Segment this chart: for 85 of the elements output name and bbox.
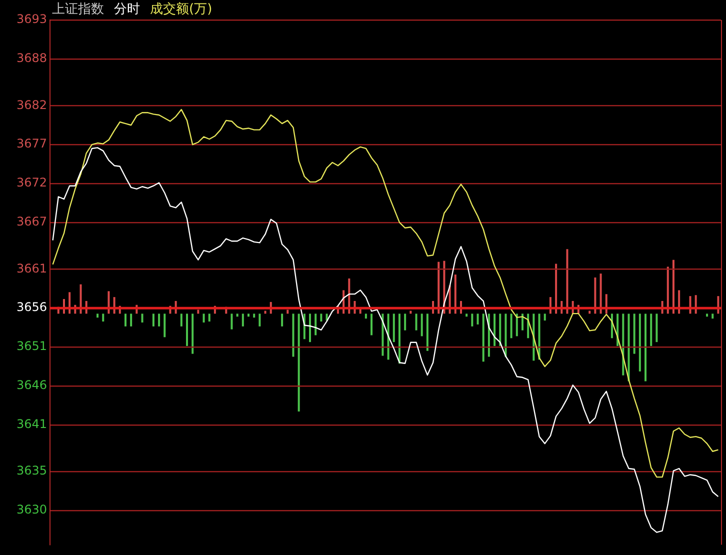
bar — [527, 314, 530, 338]
bar — [471, 314, 474, 326]
bar — [152, 314, 154, 326]
y-tick-label: 3693 — [16, 12, 47, 26]
bar — [202, 314, 205, 323]
bar — [248, 314, 250, 317]
bar — [236, 314, 238, 317]
bar — [482, 314, 484, 362]
bar — [712, 314, 714, 319]
bar — [426, 314, 428, 351]
chart-title: 上证指数 — [52, 1, 104, 18]
bar — [180, 314, 182, 326]
bar — [197, 310, 200, 314]
bar — [298, 314, 300, 412]
bar — [404, 314, 406, 330]
bar — [666, 266, 669, 314]
bar — [633, 314, 636, 354]
bar — [286, 310, 289, 314]
bar — [466, 314, 468, 317]
bar — [521, 314, 524, 330]
bar — [158, 314, 160, 326]
bar — [622, 314, 624, 376]
bar — [566, 249, 568, 314]
bar — [192, 314, 194, 354]
bar — [164, 314, 166, 338]
bar — [650, 314, 652, 346]
bar — [141, 314, 144, 323]
bar — [672, 260, 674, 314]
y-tick-label: 3688 — [16, 51, 47, 66]
bar — [499, 314, 502, 346]
y-tick-label: 3667 — [16, 214, 47, 229]
bar — [494, 314, 496, 346]
bar — [392, 314, 395, 342]
bar — [382, 314, 384, 356]
bar — [476, 314, 479, 324]
bar — [438, 262, 440, 314]
bar — [644, 314, 647, 382]
bar — [420, 314, 423, 336]
bar — [102, 314, 104, 322]
bar — [398, 314, 400, 364]
bar — [387, 314, 390, 360]
bar — [516, 314, 518, 336]
y-tick-label: 3661 — [16, 261, 47, 276]
y-tick-label: 3682 — [16, 98, 47, 112]
bar — [656, 314, 658, 342]
bar — [309, 314, 312, 342]
bar — [80, 284, 82, 314]
bar — [208, 314, 210, 322]
bar — [628, 314, 630, 382]
bar — [555, 264, 558, 314]
y-tick-label: 3656 — [16, 300, 47, 314]
bar — [258, 314, 261, 326]
bar — [638, 314, 641, 372]
bar — [242, 314, 244, 326]
text: 成交额(万) — [150, 1, 212, 18]
bar — [96, 314, 99, 318]
bar — [454, 274, 456, 314]
bar — [600, 274, 602, 314]
bar — [504, 314, 507, 357]
bar — [544, 314, 546, 321]
bar — [130, 314, 132, 326]
bar — [314, 314, 317, 336]
bar — [488, 314, 490, 357]
y-tick-label: 3646 — [16, 378, 47, 392]
y-tick-label: 3677 — [16, 136, 47, 151]
y-tick-label: 3641 — [16, 417, 47, 432]
bar — [706, 314, 708, 317]
bar — [594, 277, 596, 314]
bar — [124, 314, 126, 326]
bar — [186, 314, 188, 346]
bar — [253, 314, 256, 318]
y-tick-label: 3672 — [16, 176, 47, 190]
y-tick-label: 3651 — [16, 339, 47, 354]
text: 分时 — [114, 1, 140, 18]
bar — [538, 314, 540, 360]
bar — [320, 314, 322, 322]
y-tick-label: 3630 — [16, 502, 47, 517]
y-tick-label: 3635 — [16, 464, 47, 478]
bar — [510, 314, 512, 338]
bar — [364, 314, 367, 319]
bar — [292, 314, 294, 357]
bar — [230, 314, 233, 330]
bar — [415, 314, 418, 330]
bar — [281, 314, 284, 326]
bar — [370, 314, 373, 336]
